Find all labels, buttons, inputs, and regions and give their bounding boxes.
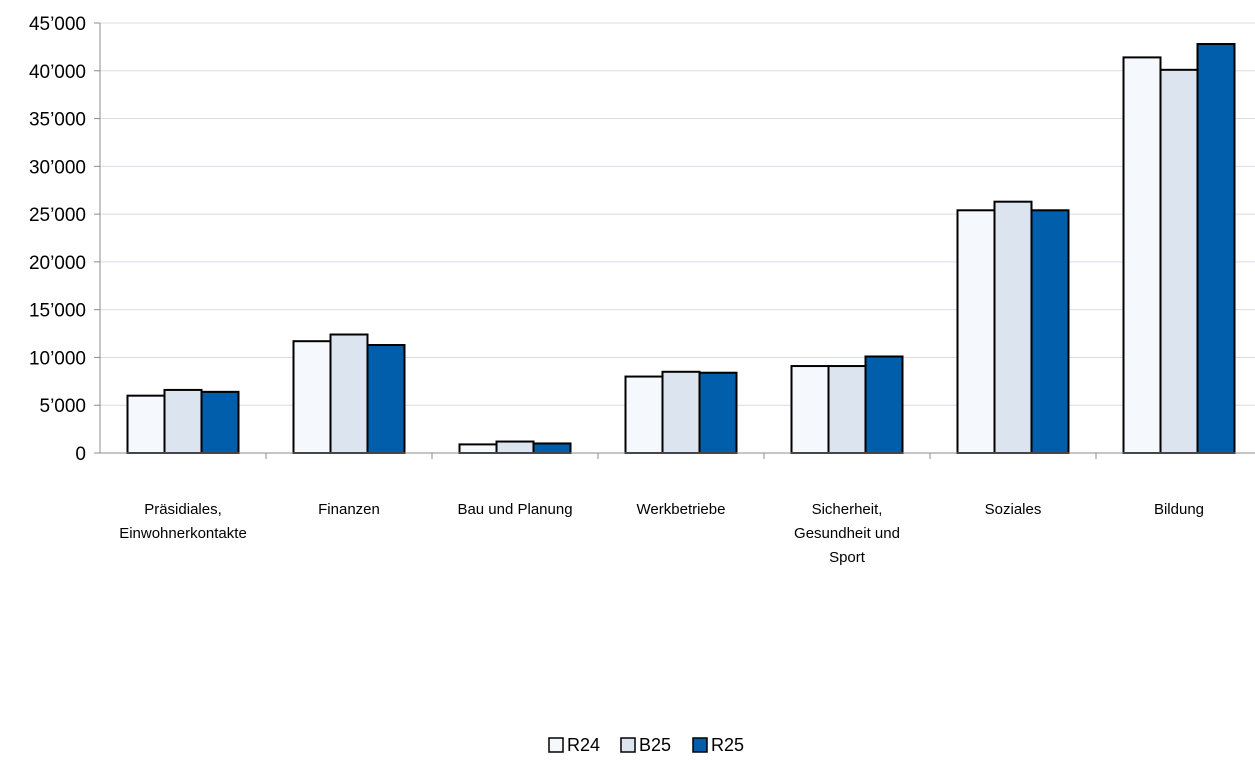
bar-r24-6 bbox=[1122, 56, 1162, 455]
x-category-label: Einwohnerkontakte bbox=[119, 525, 247, 542]
legend-label-b25: B25 bbox=[639, 735, 671, 755]
bar-b25-4 bbox=[827, 365, 867, 454]
y-tick-label: 35’000 bbox=[29, 110, 86, 131]
bar-b25-3 bbox=[661, 370, 701, 454]
bar-b25-6 bbox=[1159, 68, 1199, 454]
bar-b25-0 bbox=[163, 388, 203, 454]
bar-r24-2 bbox=[458, 443, 498, 454]
y-tick-label: 15’000 bbox=[29, 301, 86, 322]
bar-r25-6 bbox=[1196, 43, 1236, 455]
x-category-label: Gesundheit und bbox=[794, 525, 900, 542]
bar-r24-1 bbox=[292, 340, 332, 455]
x-category-label: Finanzen bbox=[318, 501, 380, 518]
bar-r24-4 bbox=[790, 365, 830, 454]
x-category-label: Präsidiales, bbox=[144, 501, 222, 518]
x-category-label: Sport bbox=[829, 549, 866, 566]
legend-swatch-r24 bbox=[548, 737, 564, 753]
bar-r25-1 bbox=[366, 344, 406, 454]
gridlines bbox=[100, 22, 1255, 406]
axes bbox=[94, 22, 1255, 459]
x-category-label: Werkbetriebe bbox=[637, 501, 726, 518]
x-category-label: Bildung bbox=[1154, 501, 1204, 518]
y-tick-label: 40’000 bbox=[29, 62, 86, 83]
bars bbox=[126, 43, 1236, 455]
bar-r24-3 bbox=[624, 375, 664, 454]
bar-r25-0 bbox=[200, 390, 240, 455]
x-category-label: Bau und Planung bbox=[457, 501, 572, 518]
x-category-label: Soziales bbox=[985, 501, 1042, 518]
x-axis-category-labels: Präsidiales, Einwohnerkontakte Finanzen Bau… bbox=[119, 501, 1204, 566]
y-tick-label: 30’000 bbox=[29, 157, 86, 178]
legend-label-r24: R24 bbox=[567, 735, 600, 755]
y-axis-tick-labels: 0 5’000 10’000 15’000 20’000 25’000 30’000 35’0… bbox=[29, 14, 86, 465]
y-tick-label: 5’000 bbox=[40, 396, 87, 417]
bar-b25-2 bbox=[495, 440, 535, 454]
legend-swatch-b25 bbox=[620, 737, 636, 753]
bar-r24-0 bbox=[126, 394, 166, 454]
bar-b25-5 bbox=[993, 200, 1033, 454]
y-tick-label: 10’000 bbox=[29, 348, 86, 369]
bar-r25-2 bbox=[532, 442, 572, 455]
y-tick-label: 45’000 bbox=[29, 14, 86, 35]
y-tick-label: 0 bbox=[75, 444, 86, 465]
legend-label-r25: R25 bbox=[711, 735, 744, 755]
bar-r24-5 bbox=[956, 209, 996, 454]
legend-swatch-r25 bbox=[692, 737, 708, 753]
bar-b25-1 bbox=[329, 333, 369, 454]
bar-r25-5 bbox=[1030, 209, 1070, 454]
y-tick-label: 25’000 bbox=[29, 205, 86, 226]
legend: R24 B25 R25 bbox=[548, 735, 744, 755]
y-tick-label: 20’000 bbox=[29, 253, 86, 274]
x-category-label: Sicherheit, bbox=[812, 501, 883, 518]
bar-r25-3 bbox=[698, 371, 738, 455]
bar-r25-4 bbox=[864, 355, 904, 454]
